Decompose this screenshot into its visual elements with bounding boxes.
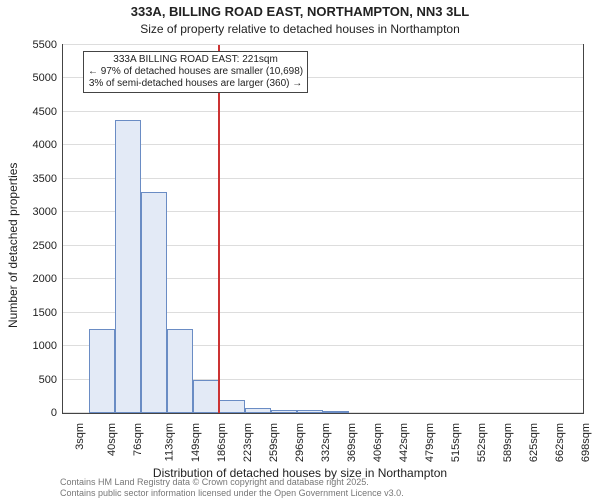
histogram-bar: [323, 411, 349, 413]
histogram-bar: [115, 120, 141, 413]
x-tick-label: 479sqm: [424, 423, 436, 462]
x-tick-label: 369sqm: [346, 423, 358, 462]
x-tick-label: 76sqm: [132, 423, 144, 456]
x-tick-label: 3sqm: [74, 423, 86, 450]
chart-container: 333A, BILLING ROAD EAST, NORTHAMPTON, NN…: [0, 0, 600, 500]
gridline: [63, 44, 583, 45]
x-tick-label: 296sqm: [294, 423, 306, 462]
x-tick-label: 40sqm: [106, 423, 118, 456]
x-tick-label: 149sqm: [190, 423, 202, 462]
x-tick-label: 406sqm: [372, 423, 384, 462]
x-tick-label: 625sqm: [528, 423, 540, 462]
marker-line: [218, 45, 220, 413]
x-tick-label: 515sqm: [450, 423, 462, 462]
y-tick-label: 2000: [33, 273, 57, 285]
y-axis-label: Number of detached properties: [6, 163, 20, 328]
plot-area: 0500100015002000250030003500400045005000…: [62, 44, 584, 414]
annotation-line3: 3% of semi-detached houses are larger (3…: [88, 78, 303, 90]
footnote-line1: Contains HM Land Registry data © Crown c…: [60, 477, 369, 487]
y-tick-label: 1000: [33, 340, 57, 352]
y-tick-label: 5000: [33, 72, 57, 84]
annotation-line1: 333A BILLING ROAD EAST: 221sqm: [88, 54, 303, 66]
footnote: Contains HM Land Registry data © Crown c…: [60, 477, 594, 498]
histogram-bar: [167, 329, 193, 413]
histogram-bar: [271, 410, 297, 413]
histogram-bar: [89, 329, 115, 413]
x-tick-label: 223sqm: [242, 423, 254, 462]
x-tick-label: 552sqm: [476, 423, 488, 462]
x-tick-label: 662sqm: [554, 423, 566, 462]
y-tick-label: 1500: [33, 307, 57, 319]
histogram-bar: [193, 380, 219, 413]
footnote-line2: Contains public sector information licen…: [60, 488, 404, 498]
y-tick-label: 4500: [33, 106, 57, 118]
y-tick-label: 3000: [33, 206, 57, 218]
y-tick-label: 4000: [33, 139, 57, 151]
annotation-line2: ← 97% of detached houses are smaller (10…: [88, 66, 303, 78]
gridline: [63, 111, 583, 112]
chart-title-main: 333A, BILLING ROAD EAST, NORTHAMPTON, NN…: [0, 4, 600, 19]
y-tick-label: 5500: [33, 39, 57, 51]
x-tick-label: 442sqm: [398, 423, 410, 462]
x-tick-label: 186sqm: [216, 423, 228, 462]
y-tick-label: 500: [39, 374, 57, 386]
histogram-bar: [219, 400, 245, 413]
annotation-box: 333A BILLING ROAD EAST: 221sqm← 97% of d…: [83, 51, 308, 93]
x-tick-label: 698sqm: [580, 423, 592, 462]
x-tick-label: 332sqm: [320, 423, 332, 462]
x-tick-label: 589sqm: [502, 423, 514, 462]
histogram-bar: [297, 410, 323, 413]
x-tick-label: 259sqm: [268, 423, 280, 462]
histogram-bar: [245, 408, 271, 413]
chart-title-sub: Size of property relative to detached ho…: [0, 22, 600, 36]
y-tick-label: 0: [51, 407, 57, 419]
y-tick-label: 2500: [33, 240, 57, 252]
histogram-bar: [141, 192, 167, 413]
x-tick-label: 113sqm: [163, 423, 175, 461]
y-tick-label: 3500: [33, 173, 57, 185]
